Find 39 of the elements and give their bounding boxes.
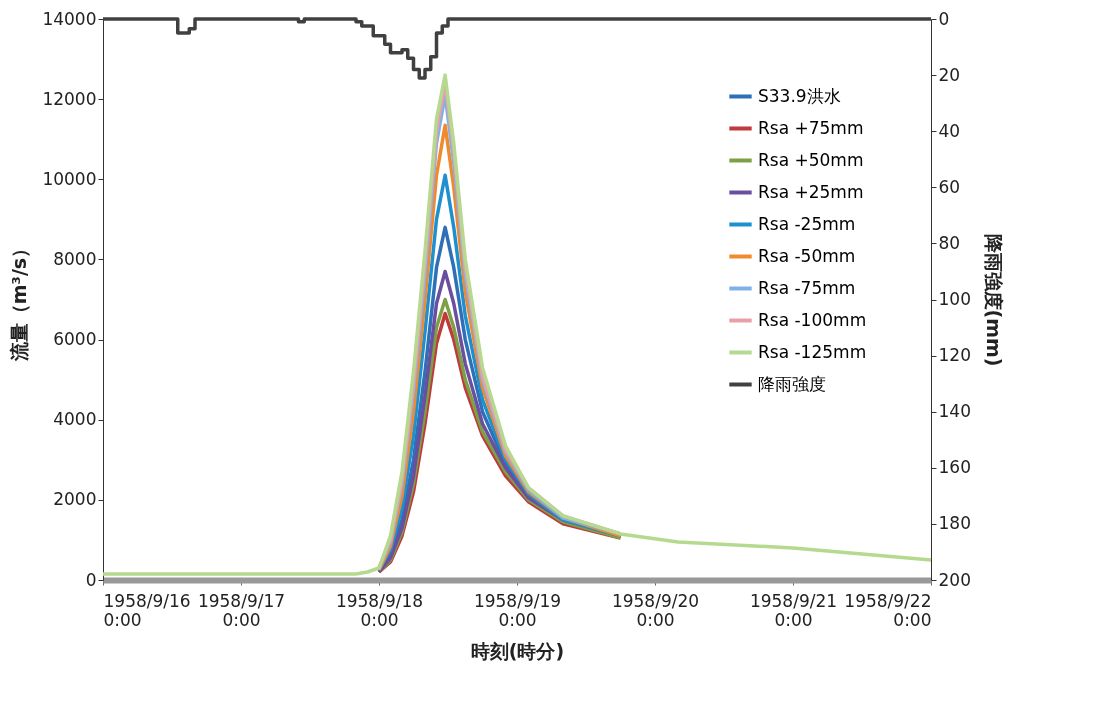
legend-label: S33.9洪水 <box>758 85 841 106</box>
x-tick-label: 1958/9/22 0:00 <box>844 590 932 630</box>
y2-tick-label: 200 <box>938 569 971 590</box>
y-tick-label: 12000 <box>42 88 97 109</box>
x-tick-label: 1958/9/17 0:00 <box>197 590 286 630</box>
legend-label: Rsa +50mm <box>758 149 864 170</box>
x-tick-label: 1958/9/19 0:00 <box>473 590 562 630</box>
x-tick-label: 1958/9/18 0:00 <box>335 590 424 630</box>
legend-label: Rsa -75mm <box>758 277 856 298</box>
y-tick-label: 6000 <box>53 329 97 350</box>
x-axis-title: 時刻(時分) <box>470 639 565 662</box>
legend-label: Rsa -100mm <box>758 309 867 330</box>
y-tick-label: 0 <box>85 569 97 590</box>
y2-tick-label: 80 <box>938 232 961 253</box>
legend-label: Rsa +75mm <box>758 117 864 138</box>
y2-tick-label: 100 <box>938 289 971 309</box>
legend-label: Rsa -50mm <box>758 245 856 266</box>
y2-tick-label: 0 <box>938 8 950 29</box>
legend-label: Rsa -125mm <box>758 341 867 362</box>
y2-tick-label: 20 <box>938 64 961 85</box>
y2-tick-label: 180 <box>938 513 971 534</box>
y2-tick-label: 60 <box>938 176 961 197</box>
x-tick-label: 1958/9/16 0:00 <box>103 590 191 630</box>
y2-tick-label: 120 <box>938 345 971 366</box>
x-tick-label: 1958/9/20 0:00 <box>611 590 700 630</box>
y-tick-label: 14000 <box>42 8 97 29</box>
y2-tick-label: 40 <box>938 120 961 141</box>
y-tick-label: 4000 <box>53 409 97 430</box>
legend-label: Rsa +25mm <box>758 181 864 202</box>
y-tick-label: 8000 <box>53 248 97 269</box>
legend-label: Rsa -25mm <box>758 213 856 234</box>
y-tick-label: 2000 <box>53 489 97 510</box>
y2-tick-label: 140 <box>938 401 971 422</box>
y-axis-title: 流量（m³/s） <box>8 238 31 363</box>
y-tick-label: 10000 <box>42 168 97 189</box>
y2-tick-label: 160 <box>938 457 971 478</box>
y2-axis-title: 降雨強度(mm) <box>982 233 1005 367</box>
legend-label: 降雨強度 <box>758 373 826 394</box>
x-tick-label: 1958/9/21 0:00 <box>749 590 838 630</box>
